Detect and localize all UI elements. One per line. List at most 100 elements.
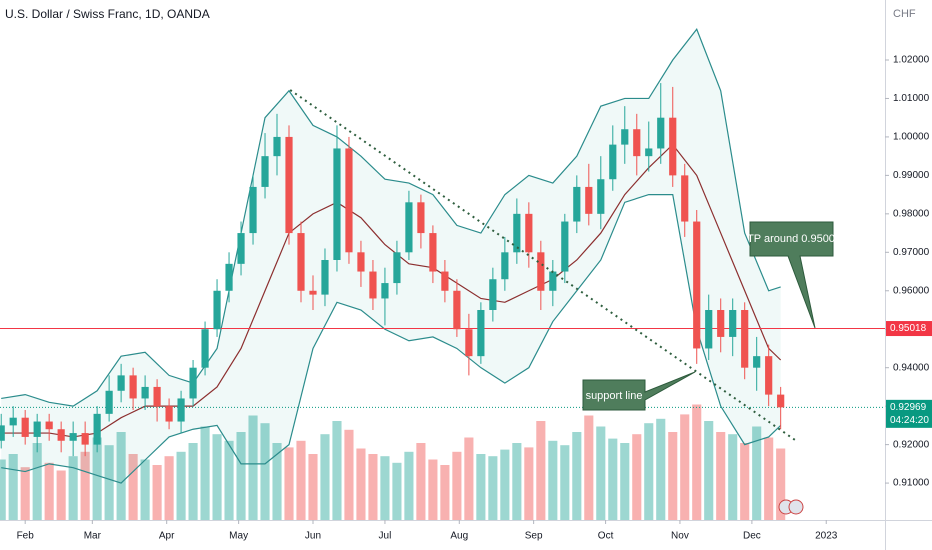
candle-body <box>393 252 401 284</box>
candle-body <box>429 233 437 272</box>
candle-body <box>441 271 449 291</box>
candle-body <box>537 252 545 291</box>
x-tick-label: Sep <box>525 531 543 542</box>
volume-bar <box>584 415 594 520</box>
volume-bar <box>32 443 42 520</box>
volume-bar <box>296 440 306 520</box>
volume-bar <box>452 451 462 520</box>
candle-body <box>777 394 785 408</box>
x-tick-label: Feb <box>17 531 35 542</box>
trendline <box>289 89 796 441</box>
band-upper <box>1 28 781 407</box>
volume-bar <box>512 443 522 520</box>
countdown-label: 04:24:20 <box>890 415 929 426</box>
x-tick-label: Mar <box>84 531 102 542</box>
candle-body <box>585 186 593 214</box>
volume-bar <box>344 429 354 520</box>
candle-body <box>297 233 305 291</box>
volume-bar <box>392 462 402 520</box>
candle-body <box>549 271 557 291</box>
y-tick-label: 1.02000 <box>893 55 930 66</box>
candle-body <box>693 221 701 349</box>
candle-body <box>201 329 209 368</box>
flag-icon <box>778 499 804 515</box>
candle-body <box>189 367 197 399</box>
y-tick-label: 0.97000 <box>893 247 930 258</box>
candle-body <box>69 433 77 441</box>
volume-bar <box>20 467 30 520</box>
candle-body <box>465 329 473 357</box>
candle-body <box>621 129 629 145</box>
volume-bar <box>740 443 750 520</box>
volume-bar <box>260 423 270 520</box>
candle-body <box>369 271 377 299</box>
x-tick-label: Jul <box>379 531 392 542</box>
volume-bar <box>608 438 618 520</box>
volume-bar <box>380 456 390 520</box>
volume-bar <box>752 426 762 520</box>
candle-body <box>669 117 677 176</box>
candle-body <box>45 421 53 430</box>
candle-body <box>657 117 665 149</box>
candle-body <box>261 156 269 187</box>
candle-body <box>729 310 737 337</box>
candle-body <box>285 136 293 234</box>
candle-body <box>417 202 425 234</box>
volume-bar <box>560 445 570 520</box>
volume-bar <box>620 443 630 520</box>
y-tick-label: 0.91000 <box>893 478 930 489</box>
candle-body <box>321 260 329 295</box>
y-tick-label: 0.96000 <box>893 285 930 296</box>
volume-bar <box>404 451 414 520</box>
band-lower <box>1 194 782 484</box>
x-tick-label: Dec <box>743 531 761 542</box>
candle-body <box>765 356 773 395</box>
candle-body <box>705 310 713 349</box>
candle-body <box>753 356 761 368</box>
candle-body <box>225 263 233 291</box>
volume-bar <box>0 459 6 520</box>
volume-bar <box>440 465 450 520</box>
volume-bar <box>476 454 486 520</box>
volume-bar <box>644 423 654 520</box>
volume-bar <box>716 432 726 520</box>
volume-bar <box>356 448 366 520</box>
volume-bar <box>104 445 114 520</box>
candle-body <box>141 386 149 399</box>
candle-body <box>717 310 725 337</box>
tp-callout <box>749 221 834 329</box>
tp-callout-text: TP around 0.9500 <box>747 233 835 245</box>
candle-body <box>453 290 461 330</box>
candle-body <box>153 386 161 407</box>
candle-body <box>525 213 533 253</box>
volume-bar <box>704 421 714 520</box>
volume-bar <box>464 437 474 520</box>
volume-bar <box>176 451 186 520</box>
candle-body <box>573 186 581 222</box>
candle-body <box>33 421 41 437</box>
candle-body <box>741 310 749 368</box>
volume-bar <box>764 437 774 520</box>
price-label: 0.92969 <box>890 402 927 413</box>
volume-bar <box>368 454 378 520</box>
volume-bar <box>728 434 738 520</box>
candle-body <box>561 221 569 272</box>
volume-bar <box>236 432 246 520</box>
candle-body <box>477 310 485 357</box>
candle-body <box>309 290 317 295</box>
candle-body <box>9 417 17 426</box>
volume-bar <box>548 440 558 520</box>
x-tick-label: Jun <box>305 531 321 542</box>
volume-bar <box>524 447 534 520</box>
candle-body <box>21 417 29 437</box>
candle-body <box>273 136 281 157</box>
candle-body <box>597 179 605 214</box>
volume-bar <box>776 448 786 520</box>
x-tick-label: Oct <box>598 531 614 542</box>
candle-body <box>177 398 185 422</box>
volume-bar <box>272 443 282 520</box>
y-tick-label: 1.00000 <box>893 132 930 143</box>
candle-body <box>405 202 413 253</box>
volume-bar <box>500 449 510 520</box>
x-tick-label: Aug <box>450 531 468 542</box>
